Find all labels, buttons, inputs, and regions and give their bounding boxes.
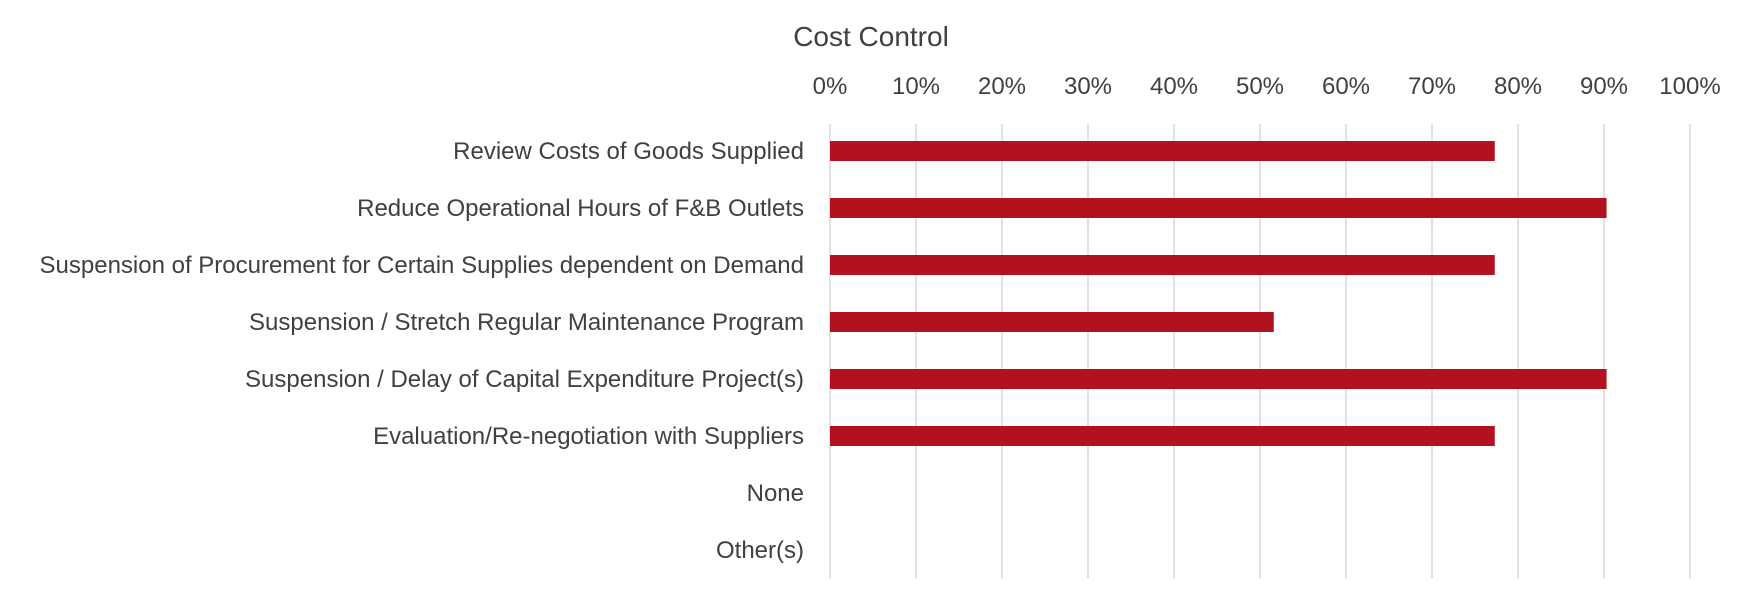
chart-title: Cost Control — [793, 21, 949, 52]
x-axis-ticks: 0% 10% 20% 30% 40% 50% 60% 70% 80% 90% 100% — [813, 73, 1721, 100]
category-label: None — [747, 480, 804, 507]
category-label: Suspension / Stretch Regular Maintenance… — [249, 309, 804, 336]
x-tick-label: 0% — [813, 73, 848, 100]
bar — [830, 141, 1495, 161]
x-tick-label: 40% — [1150, 73, 1198, 100]
bars — [830, 141, 1607, 446]
x-tick-label: 100% — [1659, 73, 1720, 100]
category-label: Review Costs of Goods Supplied — [453, 138, 804, 165]
category-label: Suspension / Delay of Capital Expenditur… — [245, 366, 804, 393]
x-tick-label: 90% — [1580, 73, 1628, 100]
x-tick-label: 10% — [892, 73, 940, 100]
category-label: Other(s) — [716, 537, 804, 564]
x-tick-label: 80% — [1494, 73, 1542, 100]
category-label: Evaluation/Re-negotiation with Suppliers — [373, 423, 804, 450]
x-tick-label: 50% — [1236, 73, 1284, 100]
category-label: Reduce Operational Hours of F&B Outlets — [357, 195, 804, 222]
x-tick-label: 30% — [1064, 73, 1112, 100]
category-label: Suspension of Procurement for Certain Su… — [40, 252, 804, 279]
category-labels: Review Costs of Goods Supplied Reduce Ope… — [40, 138, 804, 564]
bar — [830, 312, 1274, 332]
x-tick-label: 70% — [1408, 73, 1456, 100]
x-tick-label: 60% — [1322, 73, 1370, 100]
bar — [830, 255, 1495, 275]
bar — [830, 369, 1607, 389]
x-tick-label: 20% — [978, 73, 1026, 100]
bar — [830, 198, 1607, 218]
gridlines — [829, 124, 1691, 578]
bar — [830, 426, 1495, 446]
